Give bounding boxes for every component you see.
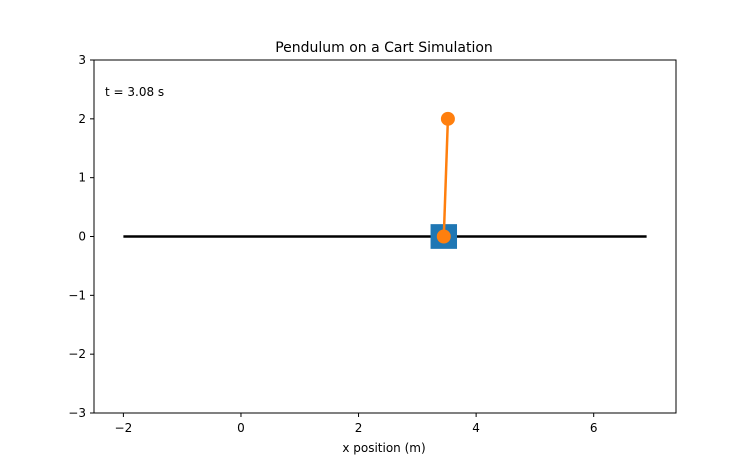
plot-area — [123, 111, 647, 249]
y-tick-label: −3 — [68, 406, 86, 420]
x-tick-label: −2 — [115, 421, 133, 435]
pendulum-pivot — [436, 229, 451, 244]
time-annotation: t = 3.08 s — [105, 85, 164, 99]
x-tick-label: 6 — [590, 421, 598, 435]
x-tick-label: 4 — [472, 421, 480, 435]
y-tick-label: −1 — [68, 288, 86, 302]
y-tick-label: 3 — [78, 53, 86, 67]
pendulum-rod — [442, 118, 450, 237]
axes: −2 0 2 4 6 −3 −2 −1 0 1 2 3 — [68, 53, 677, 435]
chart-title: Pendulum on a Cart Simulation — [275, 40, 493, 56]
pendulum-bob — [440, 111, 455, 126]
x-axis-label: x position (m) — [342, 441, 425, 455]
y-tick-label: 1 — [78, 171, 86, 185]
y-tick-label: −2 — [68, 347, 86, 361]
x-tick-label: 2 — [355, 421, 363, 435]
y-tick-label: 0 — [78, 230, 86, 244]
x-tick-label: 0 — [237, 421, 245, 435]
y-tick-label: 2 — [78, 112, 86, 126]
